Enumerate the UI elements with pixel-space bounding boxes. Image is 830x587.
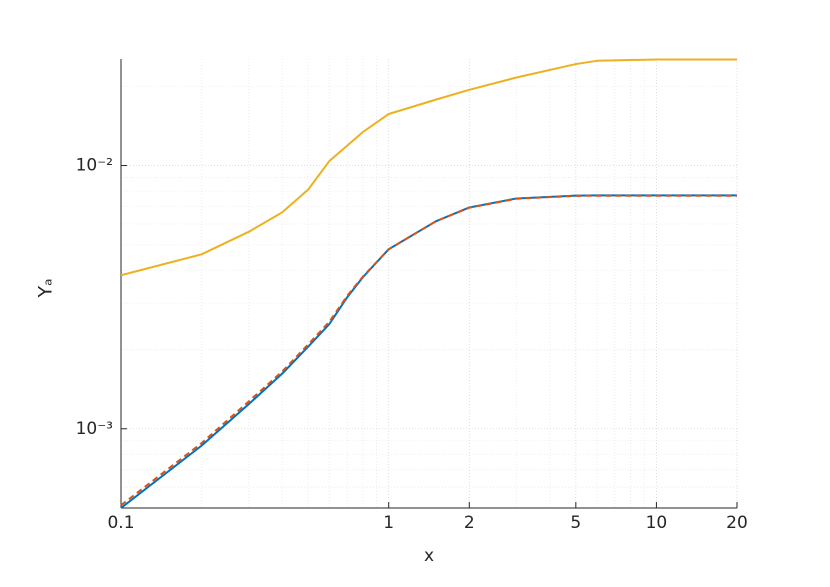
y-tick-label: 10⁻² <box>76 156 113 176</box>
series-line <box>120 194 737 507</box>
y-axis-label: Yₐ <box>35 278 57 298</box>
series-line <box>120 58 737 277</box>
x-tick-label: 20 <box>726 513 748 533</box>
x-tick-label: 0.1 <box>107 513 134 533</box>
x-tick-label: 5 <box>570 513 581 533</box>
x-tick-label: 1 <box>383 513 394 533</box>
x-axis-label: x <box>424 546 434 566</box>
x-tick-label: 2 <box>464 513 475 533</box>
y-tick-label: 10⁻³ <box>76 419 113 439</box>
x-tick-label: 10 <box>646 513 668 533</box>
series-line <box>120 194 737 509</box>
